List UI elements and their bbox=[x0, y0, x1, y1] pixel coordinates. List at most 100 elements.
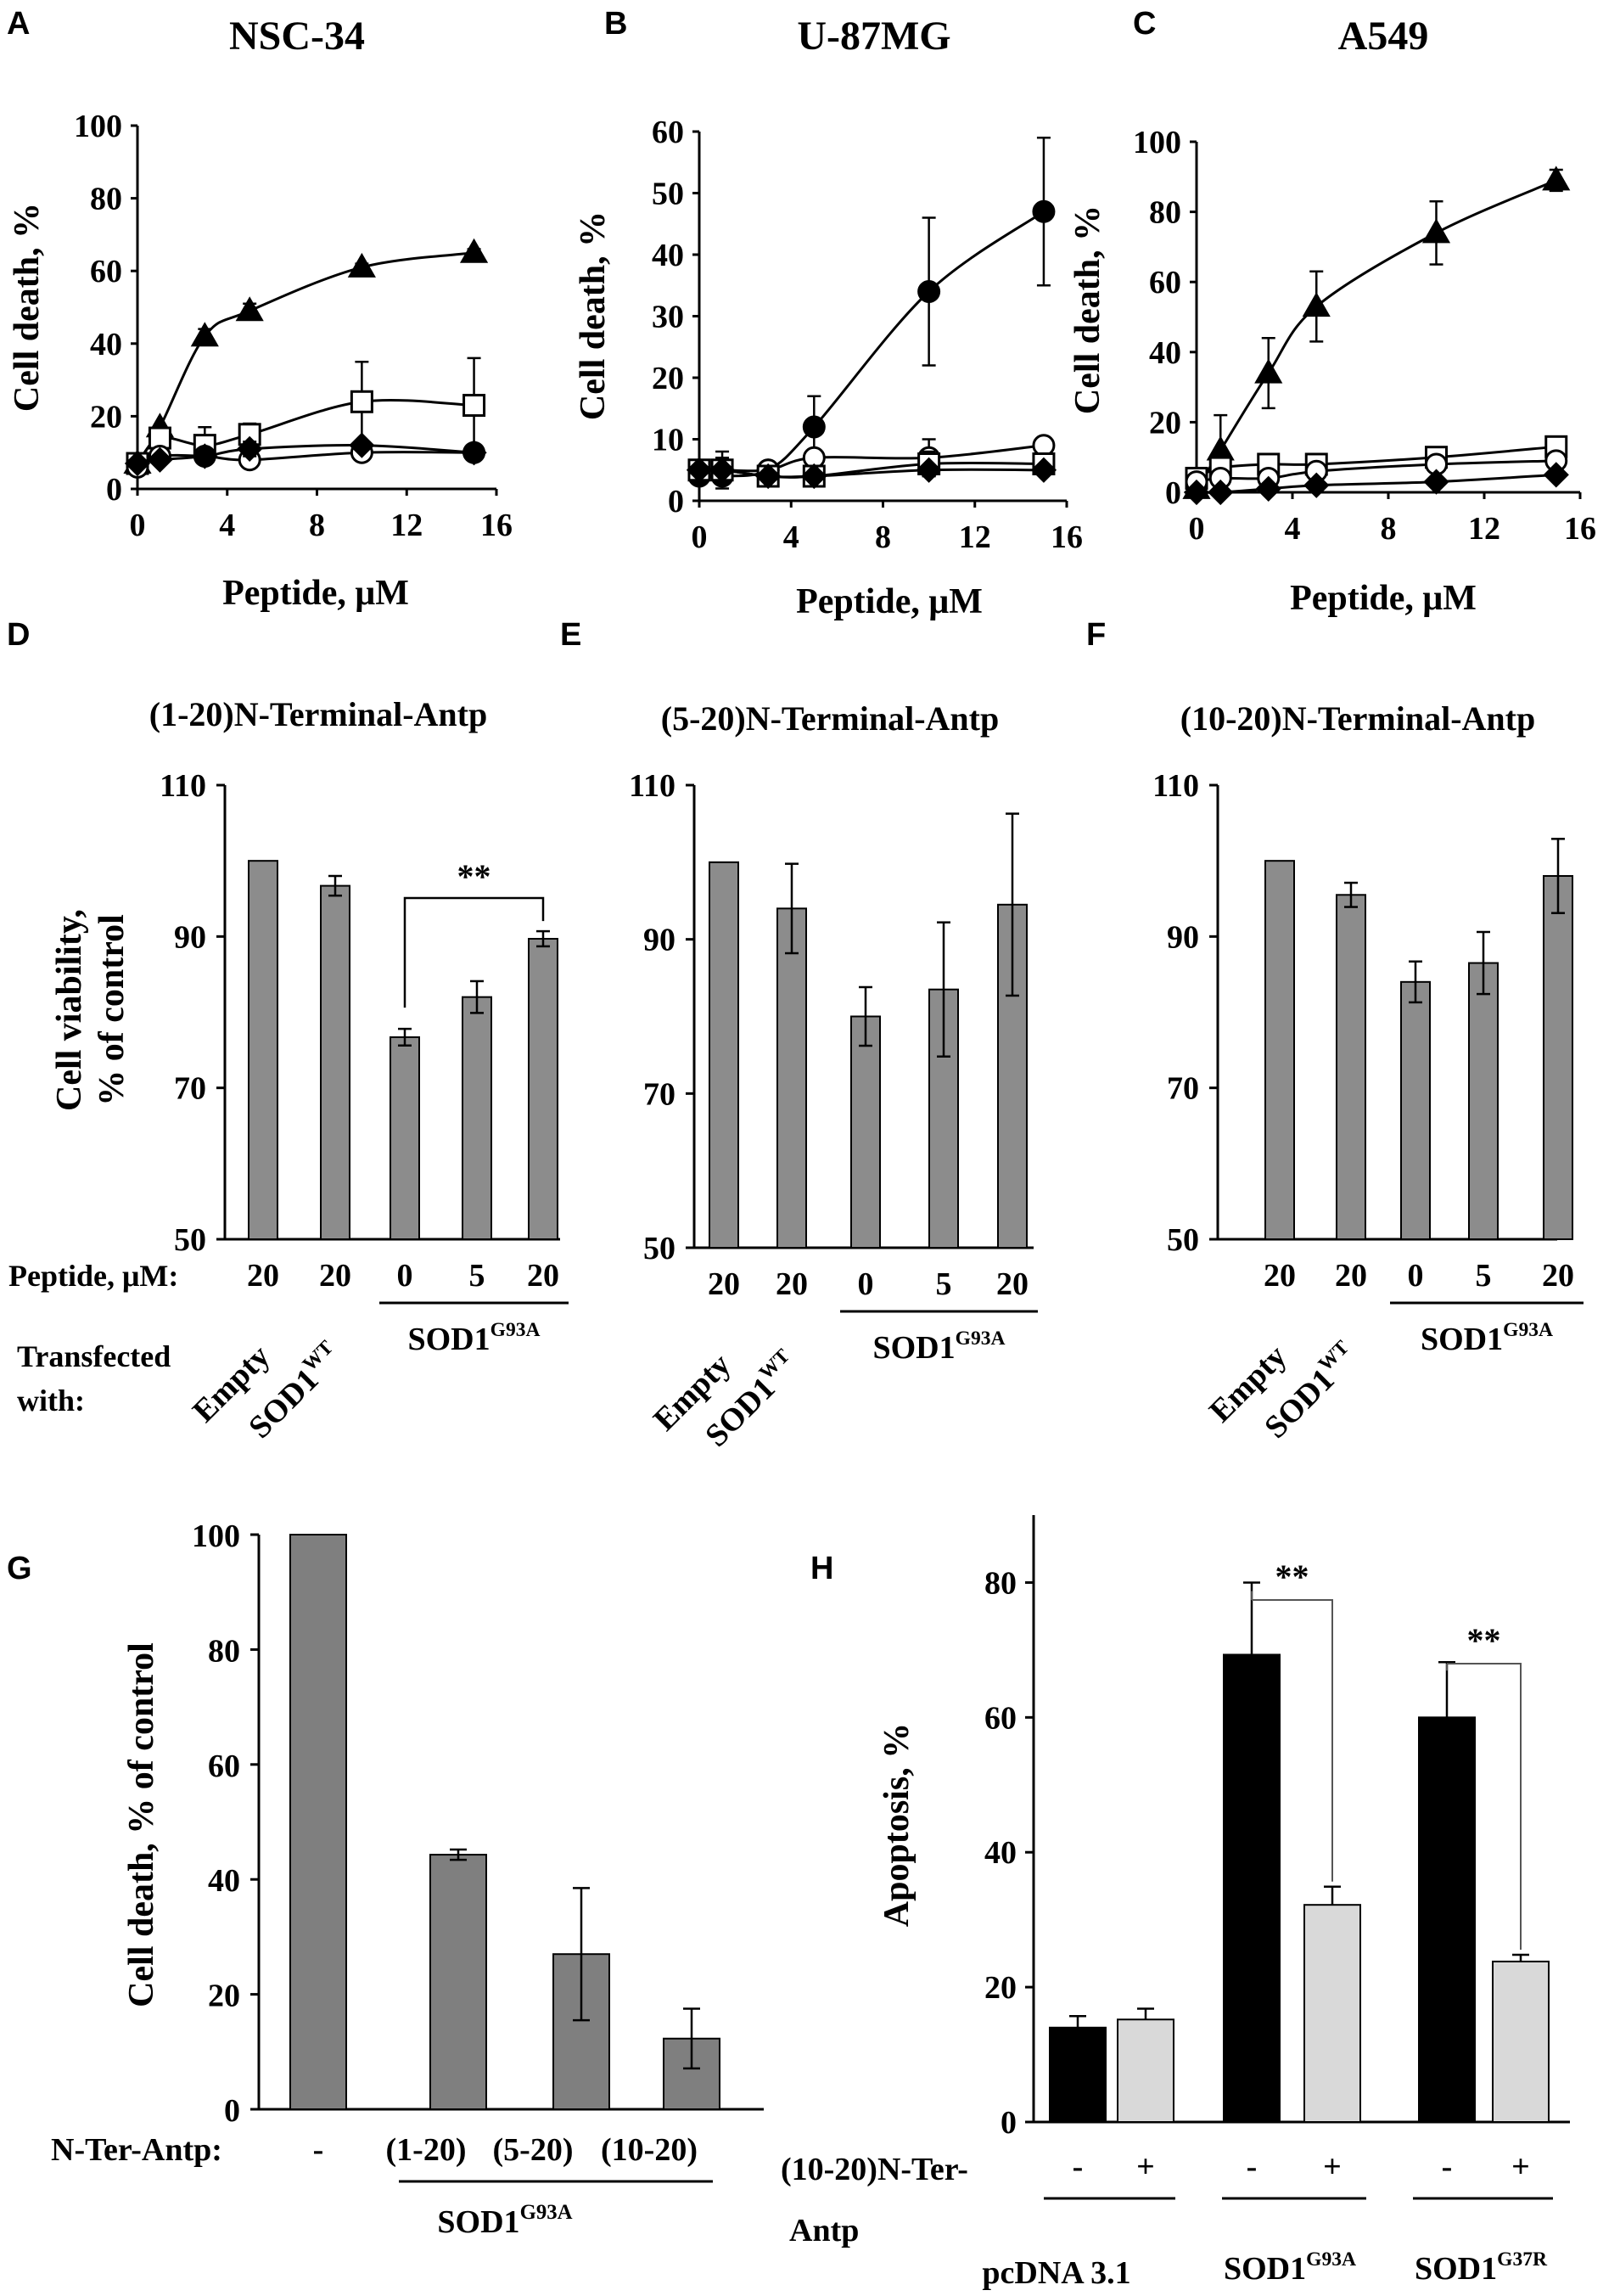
series-line bbox=[136, 398, 474, 465]
bar bbox=[462, 996, 492, 1240]
x-axis-label: Peptide, μM bbox=[796, 582, 983, 621]
y-tick-label: 0 bbox=[1001, 2105, 1017, 2141]
data-point bbox=[802, 415, 826, 439]
y-tick-label: 50 bbox=[174, 1222, 206, 1258]
y-axis-label: Cell death, % bbox=[574, 211, 613, 420]
y-tick-label: 70 bbox=[174, 1071, 206, 1107]
row-label: (10-20)N-Ter- bbox=[781, 2152, 968, 2187]
data-point bbox=[459, 238, 489, 263]
x-tick-label: 12 bbox=[959, 519, 991, 555]
x-tick-label: 0 bbox=[692, 519, 708, 555]
data-point bbox=[1183, 479, 1210, 506]
y-tick-label: 40 bbox=[984, 1835, 1017, 1871]
y-tick-label: 90 bbox=[643, 923, 675, 958]
chart-title: NSC-34 bbox=[229, 14, 365, 59]
y-tick-label: 0 bbox=[106, 472, 122, 508]
data-point bbox=[686, 457, 713, 483]
x-axis-label: Peptide, μM bbox=[222, 574, 409, 613]
y-tick-label: 110 bbox=[1152, 768, 1199, 804]
data-point bbox=[147, 446, 173, 473]
series-filled-circle bbox=[687, 137, 1056, 488]
data-point bbox=[190, 322, 219, 347]
transfected-label: Transfected bbox=[17, 1339, 171, 1373]
data-point bbox=[1254, 358, 1283, 384]
data-point bbox=[709, 457, 736, 483]
data-point bbox=[1206, 435, 1235, 461]
series-line bbox=[137, 451, 474, 469]
x-category-label: - bbox=[1247, 2149, 1258, 2185]
x-tick-label: 4 bbox=[219, 508, 235, 543]
significance-label: ** bbox=[457, 857, 491, 895]
y-tick-label: 20 bbox=[1149, 405, 1181, 441]
data-point bbox=[1303, 472, 1330, 498]
panel-letter: G bbox=[7, 1551, 32, 1586]
y-tick-label: 60 bbox=[984, 1700, 1017, 1736]
bar bbox=[850, 1015, 881, 1249]
data-point bbox=[916, 457, 942, 483]
x-category-label: 0 bbox=[858, 1266, 874, 1302]
group-label: SOD1G37R bbox=[1415, 2248, 1548, 2287]
data-point bbox=[1302, 292, 1331, 317]
data-point bbox=[1030, 457, 1057, 483]
bar bbox=[390, 1036, 420, 1241]
chart-panel-E: E (5-20)N-Terminal-Antp 50 70 90 110 20 20 0 5 20 S… bbox=[560, 617, 1038, 1454]
chart-title: (5-20)N-Terminal-Antp bbox=[661, 699, 1000, 738]
bar bbox=[1223, 1653, 1281, 2123]
data-point bbox=[1543, 462, 1569, 488]
x-category-label: - bbox=[313, 2132, 324, 2168]
chart-title: A549 bbox=[1338, 14, 1429, 59]
y-tick-label: 40 bbox=[90, 327, 122, 362]
significance-label: ** bbox=[1275, 1558, 1309, 1596]
y-tick-label: 50 bbox=[652, 177, 684, 212]
data-point bbox=[1421, 218, 1451, 244]
x-category-label: + bbox=[1511, 2149, 1530, 2185]
y-tick-label: 80 bbox=[1149, 195, 1181, 231]
transfected-label: with: bbox=[17, 1384, 85, 1417]
bar bbox=[1117, 2018, 1174, 2123]
series-line bbox=[698, 444, 1045, 473]
y-tick-label: 0 bbox=[668, 484, 684, 519]
data-point bbox=[462, 394, 486, 418]
data-point bbox=[349, 432, 375, 458]
x-category-label: (5-20) bbox=[493, 2132, 574, 2168]
group-label: SOD1G93A bbox=[437, 2201, 572, 2240]
x-category-label: 20 bbox=[708, 1266, 740, 1302]
row-label: Antp bbox=[789, 2213, 859, 2248]
peptide-row-label: Peptide, μM: bbox=[8, 1259, 178, 1293]
data-point bbox=[1208, 479, 1234, 506]
chart-panel-G: G 0 20 40 60 80 100 - (1-20) (5-20) (10-20) N-Ter-A… bbox=[7, 1519, 764, 2240]
series-open-circle bbox=[1185, 449, 1568, 494]
x-tick-label: 4 bbox=[1285, 511, 1301, 547]
chart-panel-D: D (1-20)N-Terminal-Antp 50 70 90 110 20 20 0 5 20 S… bbox=[7, 617, 569, 1446]
x-category-label: 20 bbox=[247, 1258, 279, 1294]
y-tick-label: 90 bbox=[1167, 919, 1199, 955]
y-tick-label: 10 bbox=[652, 423, 684, 458]
bar bbox=[1400, 980, 1431, 1241]
bar bbox=[289, 1534, 347, 2110]
chart-title: (10-20)N-Terminal-Antp bbox=[1180, 699, 1536, 738]
y-tick-label: 70 bbox=[643, 1076, 675, 1112]
series-line bbox=[136, 251, 474, 464]
x-tick-label: 8 bbox=[875, 519, 891, 555]
row-labels-D: Peptide, μM: Transfected with: bbox=[8, 1259, 178, 1417]
x-category-label: 20 bbox=[776, 1266, 808, 1302]
x-tick-label: 4 bbox=[783, 519, 799, 555]
data-point bbox=[1032, 199, 1056, 223]
bar bbox=[1543, 875, 1573, 1240]
chart-panel-H: H 0 20 40 60 80 - + - + - + ** ** (10-20)N-Ter- Antp pcD… bbox=[781, 1515, 1570, 2291]
y-axis-label: Cell death, % of control bbox=[122, 1642, 161, 2007]
x-tick-label: 16 bbox=[480, 508, 513, 543]
y-tick-label: 100 bbox=[74, 109, 122, 144]
bar bbox=[1264, 860, 1295, 1241]
y-axis-label: % of control bbox=[92, 914, 132, 1106]
significance-bracket bbox=[1252, 1599, 1333, 1882]
chart-title: (1-20)N-Terminal-Antp bbox=[149, 695, 488, 733]
y-tick-label: 80 bbox=[984, 1565, 1017, 1601]
data-point bbox=[917, 280, 941, 303]
series-filled-diamond bbox=[1183, 462, 1569, 506]
y-tick-label: 60 bbox=[90, 254, 122, 289]
x-category-label: (10-20) bbox=[601, 2132, 698, 2168]
y-tick-label: 100 bbox=[192, 1519, 240, 1554]
data-point bbox=[801, 463, 827, 490]
